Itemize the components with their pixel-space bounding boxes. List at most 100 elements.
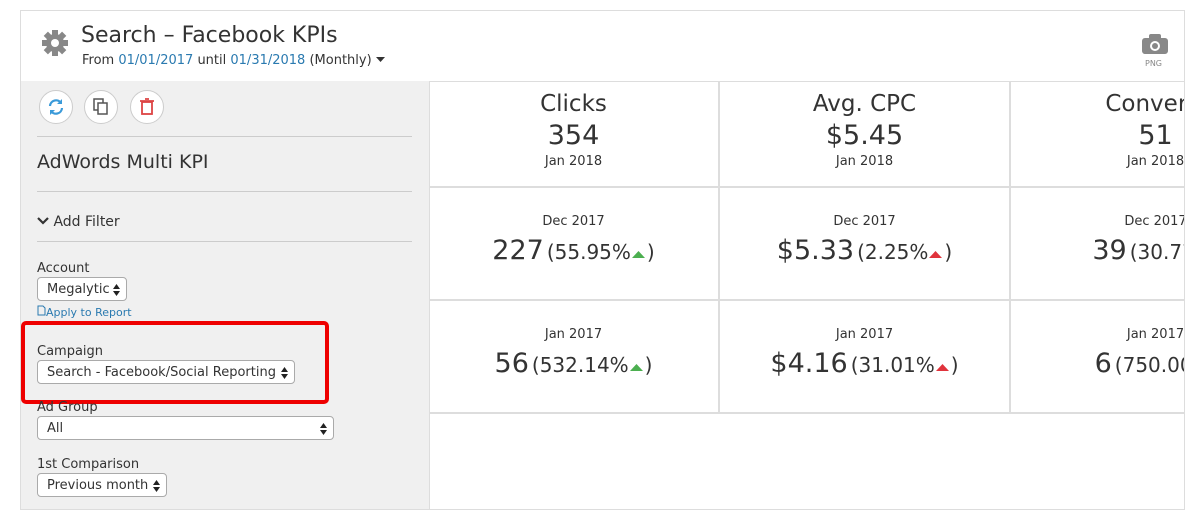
comparison-cell: Dec 2017 39(30.77) bbox=[1011, 188, 1185, 301]
comparison-cell: Dec 2017 $5.33 (2.25%) bbox=[720, 188, 1011, 301]
refresh-button[interactable] bbox=[39, 90, 73, 124]
comparison-cell: Jan 2017 $4.16 (31.01%) bbox=[720, 301, 1011, 414]
comparison-line: 227 (55.95%) bbox=[429, 235, 718, 266]
kpi-grid: Clicks 354 Jan 2018 Dec 2017 227 (55.95%) Jan … bbox=[429, 81, 1185, 509]
start-date[interactable]: 01/01/2017 bbox=[118, 53, 194, 68]
highlight-box bbox=[21, 321, 329, 404]
change: 31.01% bbox=[858, 353, 935, 377]
paren-open: ( bbox=[531, 353, 540, 377]
title: Search – Facebook KPIs bbox=[81, 23, 338, 48]
settings-icon[interactable] bbox=[41, 29, 69, 57]
kpi-cell: Conversi 51 Jan 2018 bbox=[1011, 81, 1185, 188]
change: 55.95% bbox=[554, 240, 631, 264]
divider bbox=[37, 191, 412, 192]
select[interactable]: Megalytic bbox=[37, 277, 127, 301]
paren-open: ( bbox=[1129, 240, 1138, 264]
until: until bbox=[197, 53, 227, 68]
trend-arrow bbox=[935, 364, 949, 371]
comparison-value: $4.16 bbox=[770, 348, 848, 379]
select[interactable]: Previous month bbox=[37, 473, 167, 497]
paren-open: ( bbox=[850, 353, 859, 377]
divider bbox=[37, 241, 412, 242]
paren-close: ) bbox=[950, 353, 959, 377]
widget-name: AdWords Multi KPI bbox=[37, 151, 209, 173]
select-value[interactable]: Previous month bbox=[47, 478, 149, 493]
apply-link-label[interactable]: Apply to Report bbox=[46, 306, 132, 319]
doc-icon[interactable] bbox=[37, 305, 46, 316]
widget-frame: Search – Facebook KPIs From 01/01/2017 u… bbox=[20, 10, 1185, 510]
comparison-cell: Dec 2017 227 (55.95%) bbox=[429, 188, 720, 301]
copy-button[interactable] bbox=[84, 90, 118, 124]
comparison-period: Jan 2017 bbox=[544, 327, 603, 342]
comparison-period: Jan 2017 bbox=[1126, 327, 1185, 342]
select[interactable]: All bbox=[37, 416, 334, 440]
paren-open: ( bbox=[1114, 353, 1123, 377]
comparison-line: $5.33 (2.25%) bbox=[720, 235, 1009, 266]
comparison-line: $4.16 (31.01%) bbox=[720, 348, 1009, 379]
delete-button[interactable] bbox=[130, 90, 164, 124]
sidebar: AdWords Multi KPI Add Filter Account Mega… bbox=[21, 81, 430, 509]
field-label: Ad Group bbox=[37, 400, 98, 415]
comparison-line: 39(30.77) bbox=[1011, 235, 1184, 266]
select-arrows[interactable] bbox=[113, 284, 121, 296]
comparison-period: Jan 2017 bbox=[835, 327, 894, 342]
metric-value: 354 bbox=[547, 120, 600, 151]
comparison-value: $5.33 bbox=[776, 235, 855, 266]
change: 2.25% bbox=[864, 240, 929, 264]
from: From bbox=[82, 53, 115, 68]
trend-arrow bbox=[629, 364, 643, 371]
select-value[interactable]: Megalytic bbox=[47, 282, 110, 297]
comparison-value: 227 bbox=[492, 235, 544, 266]
end-date[interactable]: 01/31/2018 bbox=[230, 53, 306, 68]
apply-link[interactable]: Apply to Report bbox=[37, 305, 132, 319]
caret[interactable] bbox=[375, 56, 386, 64]
select-value[interactable]: All bbox=[47, 421, 64, 436]
add-filter-label[interactable]: Add Filter bbox=[53, 214, 120, 230]
metric-period: Jan 2018 bbox=[1126, 154, 1185, 169]
paren-close: ) bbox=[646, 240, 655, 264]
field-label: 1st Comparison bbox=[37, 457, 140, 472]
add-filter[interactable]: Add Filter bbox=[37, 214, 120, 230]
date-range: From 01/01/2017 until 01/31/2018 (Monthl… bbox=[82, 53, 386, 68]
paren-open: ( bbox=[546, 240, 555, 264]
select-arrows[interactable] bbox=[153, 480, 161, 492]
field-label: Campaign bbox=[37, 344, 104, 359]
metric-name: Avg. CPC bbox=[812, 91, 917, 117]
comparison-period: Dec 2017 bbox=[1124, 214, 1185, 229]
comparison-value: 56 bbox=[494, 348, 529, 379]
paren-close: ) bbox=[644, 353, 653, 377]
period[interactable]: (Monthly) bbox=[309, 53, 372, 68]
select-arrows[interactable] bbox=[320, 423, 328, 435]
change: 532.14% bbox=[539, 353, 629, 377]
metric-value: $5.45 bbox=[825, 120, 904, 151]
comparison-period: Dec 2017 bbox=[542, 214, 605, 229]
metric-period: Jan 2018 bbox=[835, 154, 894, 169]
comparison-value: 6 bbox=[1094, 348, 1112, 379]
trend-arrow bbox=[929, 251, 943, 258]
comparison-cell: Jan 2017 6(750.00) bbox=[1011, 301, 1185, 414]
camera-icon[interactable] bbox=[1141, 33, 1169, 55]
comparison-value: 39 bbox=[1092, 235, 1127, 266]
metric-value: 51 bbox=[1138, 120, 1173, 151]
kpi-cell: Clicks 354 Jan 2018 bbox=[429, 81, 720, 188]
metric-name: Clicks bbox=[540, 91, 607, 117]
trend-arrow bbox=[631, 251, 645, 258]
paren-close: ) bbox=[944, 240, 953, 264]
field-label: Account bbox=[37, 261, 90, 276]
export-label[interactable]: PNG bbox=[1145, 59, 1163, 68]
metric-period: Jan 2018 bbox=[544, 154, 603, 169]
select[interactable]: Search - Facebook/Social Reporting bbox=[37, 360, 295, 384]
change: 750.00 bbox=[1122, 353, 1184, 377]
select-value[interactable]: Search - Facebook/Social Reporting bbox=[47, 365, 276, 380]
comparison-line: 6(750.00) bbox=[1011, 348, 1184, 379]
paren-open: ( bbox=[857, 240, 865, 264]
change: 30.77 bbox=[1137, 240, 1184, 264]
select-arrows[interactable] bbox=[281, 367, 289, 379]
comparison-line: 56 (532.14%) bbox=[429, 348, 718, 379]
metric-name: Conversi bbox=[1105, 91, 1185, 117]
comparison-period: Dec 2017 bbox=[833, 214, 896, 229]
header: Search – Facebook KPIs From 01/01/2017 u… bbox=[21, 11, 1184, 82]
kpi-cell: Avg. CPC $5.45 Jan 2018 bbox=[720, 81, 1011, 188]
comparison-cell: Jan 2017 56 (532.14%) bbox=[429, 301, 720, 414]
